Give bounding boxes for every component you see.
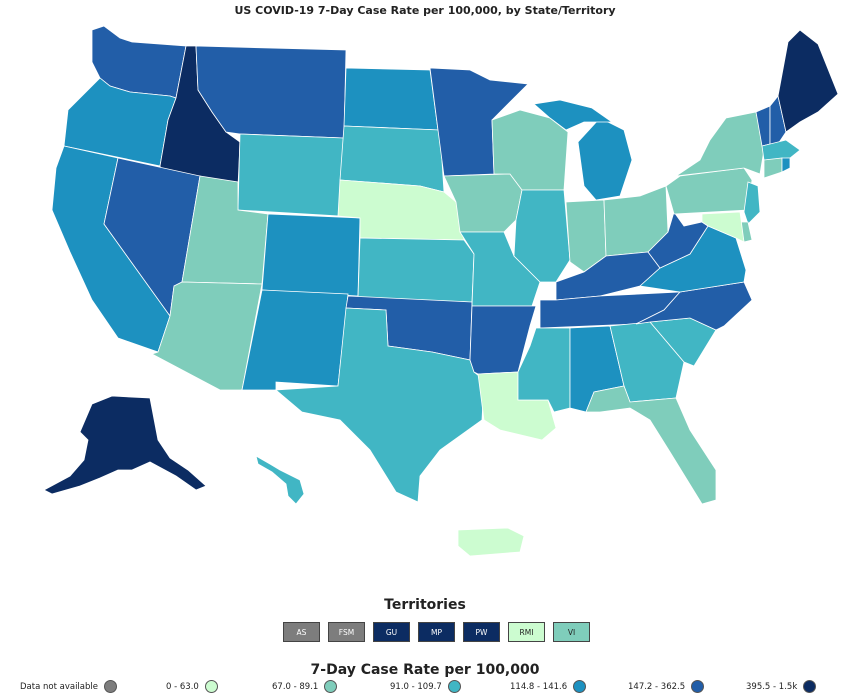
state-NY[interactable] <box>675 111 765 177</box>
legend-label: 91.0 - 109.7 <box>390 681 442 692</box>
state-NM[interactable] <box>241 289 349 391</box>
state-MT[interactable] <box>195 45 347 139</box>
territories-legend: AS FSM GU MP PW RMI VI <box>283 622 590 642</box>
territory-label: RMI <box>519 627 534 637</box>
state-ME[interactable] <box>777 29 839 133</box>
legend-swatch <box>204 680 218 693</box>
legend-item-bin5[interactable]: 147.2 - 362.5 <box>628 680 705 693</box>
state-MD[interactable] <box>701 211 745 243</box>
map-title: US COVID-19 7-Day Case Rate per 100,000,… <box>234 4 616 17</box>
territory-label: GU <box>385 627 398 637</box>
territory-rmi-box[interactable]: RMI <box>508 622 545 642</box>
territory-mp-box[interactable]: MP <box>418 622 455 642</box>
state-NH[interactable] <box>769 95 787 145</box>
state-KS[interactable] <box>357 237 475 303</box>
state-RI[interactable] <box>781 157 791 173</box>
legend-label: Data not available <box>20 681 98 692</box>
state-CT[interactable] <box>763 157 783 179</box>
legend-swatch <box>691 680 705 693</box>
state-NJ[interactable] <box>743 181 761 225</box>
territory-as-box[interactable]: AS <box>283 622 320 642</box>
state-MA[interactable] <box>761 139 801 161</box>
legend-swatch <box>324 680 338 693</box>
legend-swatch <box>104 680 117 693</box>
legend-swatch <box>573 680 587 693</box>
legend-item-bin2[interactable]: 67.0 - 89.1 <box>272 680 338 693</box>
legend-item-bin6[interactable]: 395.5 - 1.5k <box>746 680 817 693</box>
legend-label: 67.0 - 89.1 <box>272 681 319 692</box>
state-IL[interactable] <box>513 189 571 283</box>
state-TX[interactable] <box>274 307 485 503</box>
territory-label: PW <box>475 627 488 637</box>
territories-title: Territories <box>384 597 466 613</box>
legend-label: 395.5 - 1.5k <box>746 681 798 692</box>
legend-swatch <box>803 680 817 693</box>
territory-fsm-box[interactable]: FSM <box>328 622 365 642</box>
state-ND[interactable] <box>343 67 439 131</box>
state-CO[interactable] <box>261 213 361 297</box>
territory-label: VI <box>567 627 576 637</box>
territory-gu-box[interactable]: GU <box>373 622 410 642</box>
legend-label: 147.2 - 362.5 <box>628 681 686 692</box>
state-WY[interactable] <box>237 133 345 217</box>
state-HI[interactable] <box>255 455 305 505</box>
legend-label: 0 - 63.0 <box>166 681 199 692</box>
territory-vi-box[interactable]: VI <box>553 622 590 642</box>
state-AK[interactable] <box>43 395 207 495</box>
legend-item-bin1[interactable]: 0 - 63.0 <box>166 680 218 693</box>
state-MI[interactable] <box>577 117 633 201</box>
territory-label: FSM <box>338 627 355 637</box>
territory-PR[interactable] <box>457 527 525 557</box>
state-MI-upper[interactable] <box>533 99 614 131</box>
legend-label: 114.8 - 141.6 <box>510 681 568 692</box>
territory-label: AS <box>296 627 307 637</box>
territory-pw-box[interactable]: PW <box>463 622 500 642</box>
state-MO[interactable] <box>459 231 541 307</box>
legend-item-bin4[interactable]: 114.8 - 141.6 <box>510 680 587 693</box>
color-legend: Data not available 0 - 63.0 67.0 - 89.1 … <box>0 680 850 694</box>
state-PA[interactable] <box>665 167 753 215</box>
legend-item-bin3[interactable]: 91.0 - 109.7 <box>390 680 461 693</box>
territory-label: MP <box>431 627 442 637</box>
legend-item-na[interactable]: Data not available <box>20 680 117 693</box>
legend-title: 7-Day Case Rate per 100,000 <box>310 662 540 678</box>
state-FL[interactable] <box>585 385 717 505</box>
us-choropleth-map <box>43 25 839 557</box>
state-AZ[interactable] <box>150 281 263 391</box>
legend-swatch <box>447 680 461 693</box>
state-NC[interactable] <box>635 281 753 331</box>
